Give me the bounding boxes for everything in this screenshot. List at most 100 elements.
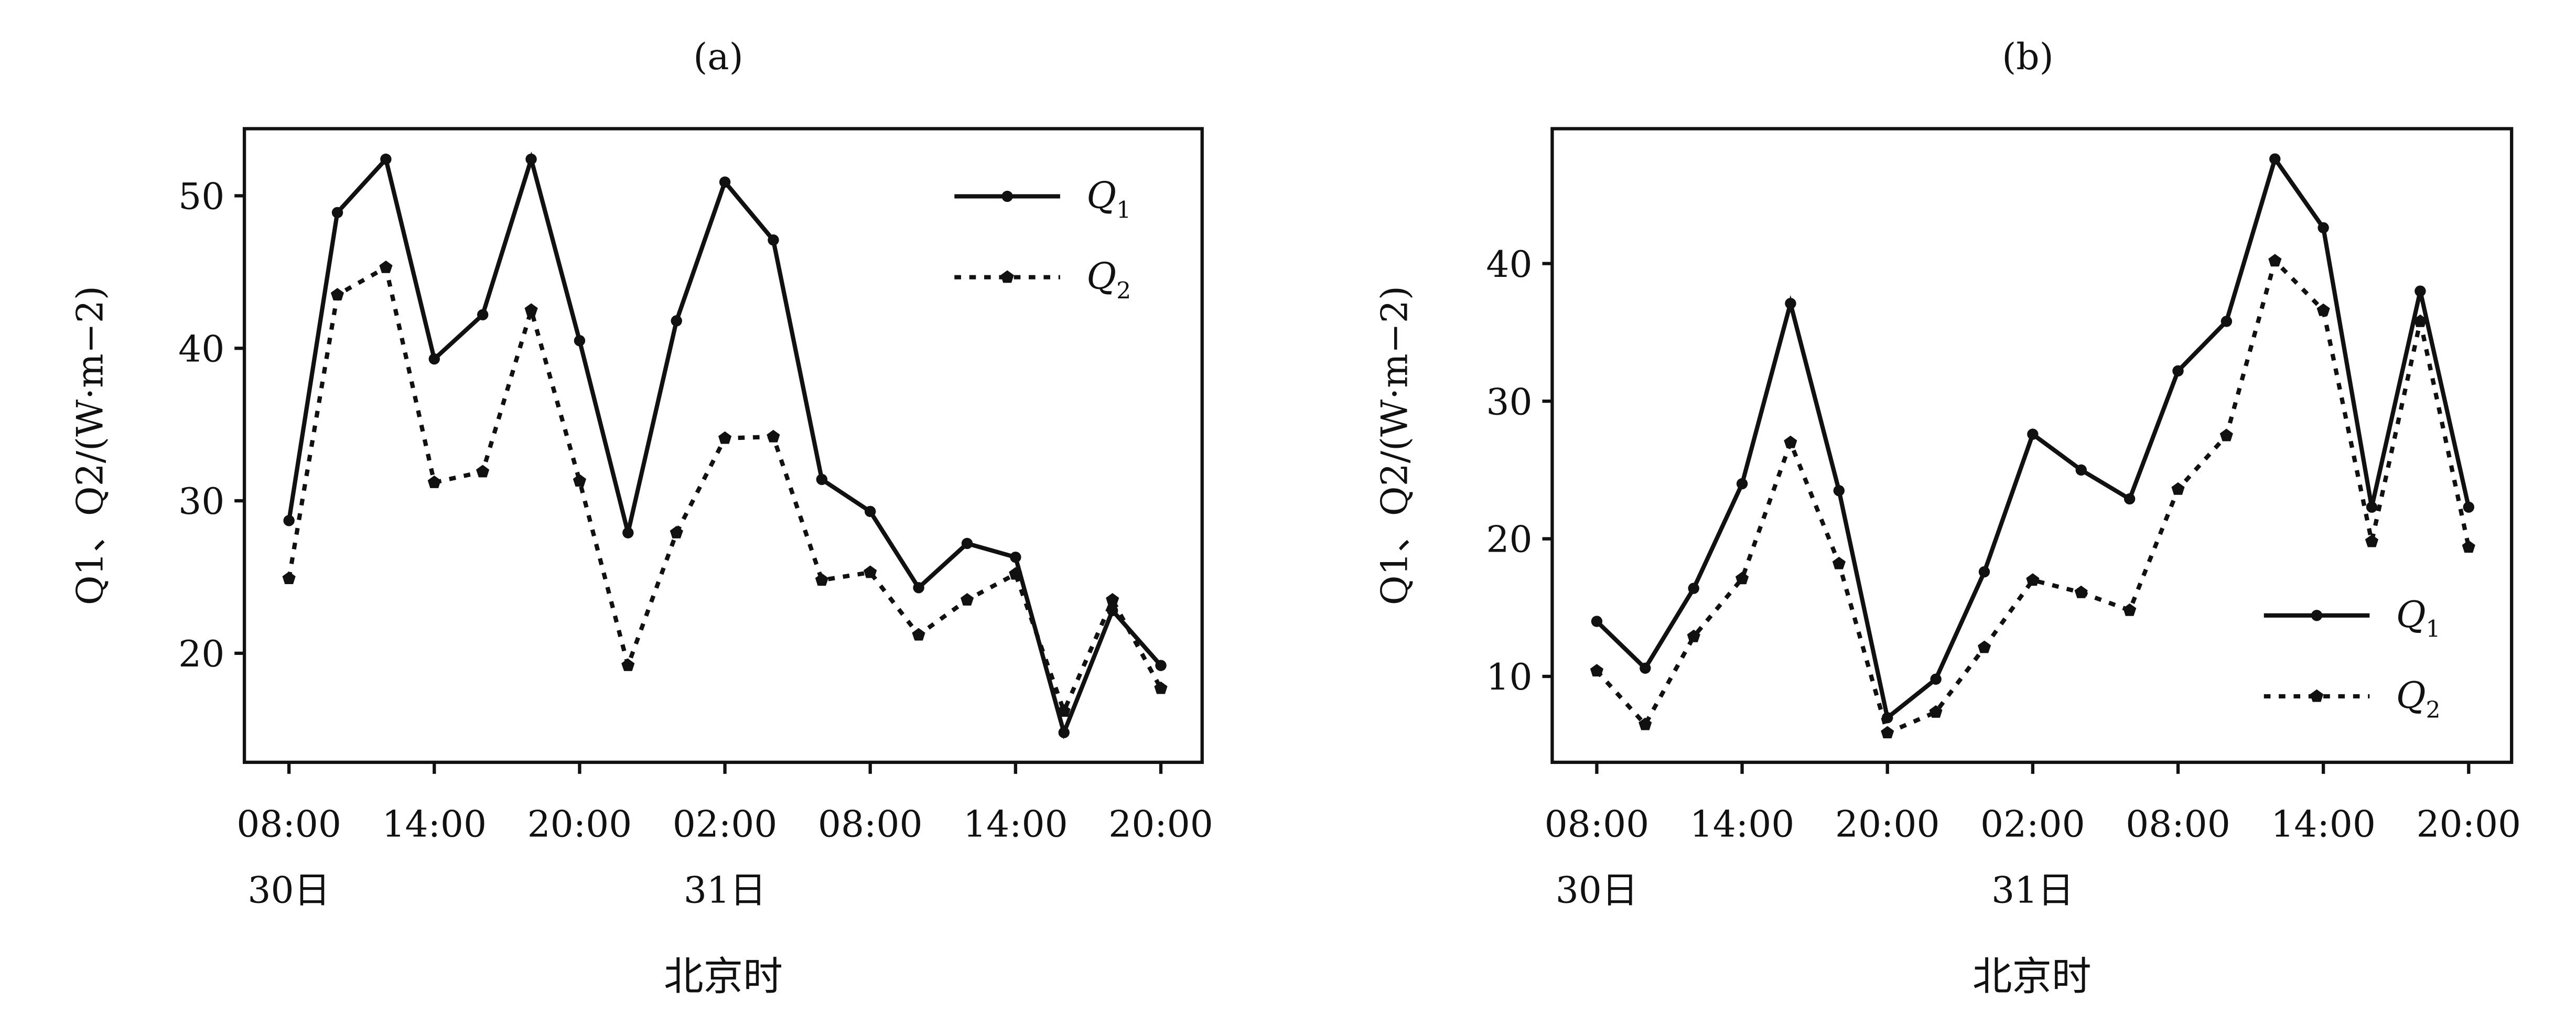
data-point-q1: [1785, 298, 1796, 309]
data-point-q2: [1832, 556, 1846, 569]
plot-frame: [242, 127, 1204, 764]
data-point-q1: [1058, 727, 1070, 738]
data-point-q1: [1833, 485, 1845, 497]
data-point-q1: [865, 505, 876, 518]
data-point-q2: [2026, 573, 2040, 586]
legend-label-sub: 2: [1116, 278, 1131, 305]
data-point-q2: [1639, 717, 1652, 730]
data-point-q2: [815, 573, 829, 586]
data-point-q2: [2365, 534, 2379, 547]
data-point-q2: [864, 565, 877, 578]
data-point-q2: [573, 474, 587, 487]
x-tick-label: 14:00: [382, 803, 487, 845]
x-tick-label: 14:00: [963, 803, 1068, 845]
data-point-q1: [525, 153, 537, 165]
chart-title: (b): [2002, 36, 2053, 78]
series-line-q1: [287, 151, 1163, 740]
x-axis-label: 北京时: [664, 953, 783, 999]
data-point-q2: [1784, 435, 1797, 448]
data-point-q1: [331, 207, 343, 219]
x-tick-label: 08:00: [1545, 803, 1650, 845]
legend-label-sub: 1: [2426, 616, 2441, 643]
data-point-q1: [816, 473, 828, 486]
data-point-q1: [2124, 493, 2136, 505]
data-point-q2: [1687, 629, 1700, 642]
x-tick-label: 20:00: [2416, 803, 2521, 845]
data-point-q2: [2462, 540, 2475, 553]
data-point-q2: [1590, 664, 1604, 677]
x-tick-label: 02:00: [673, 803, 778, 845]
data-point-q1: [1688, 583, 1699, 594]
data-point-q1: [283, 515, 295, 526]
data-point-q1: [1930, 673, 1942, 685]
data-point-q2: [670, 525, 683, 539]
legend-label-sub: 1: [1116, 197, 1131, 223]
data-point-q1: [1010, 551, 1021, 563]
y-tick-label: 40: [1486, 244, 1532, 286]
data-point-q2: [2171, 482, 2185, 495]
x-date-label: 31日: [684, 869, 766, 911]
y-tick-label: 30: [1486, 381, 1532, 423]
data-point-q1: [2172, 365, 2184, 377]
data-point-q2: [767, 429, 780, 443]
data-point-q2: [621, 658, 635, 671]
legend-label-q1: Q1: [1086, 175, 1131, 224]
legend-label-q2: Q2: [1086, 256, 1131, 305]
legend-label-main: Q: [1086, 175, 1116, 217]
data-point-q2: [330, 288, 344, 301]
data-point-q2: [718, 431, 732, 444]
x-tick-label: 08:00: [236, 803, 341, 845]
plot-frame: [1550, 127, 2514, 764]
series-line-q2: [287, 264, 1163, 717]
legend-marker: [1001, 190, 1013, 202]
legend-label-main: Q: [2396, 675, 2426, 717]
data-point-q2: [1057, 704, 1071, 717]
data-point-q2: [476, 465, 490, 478]
chart-title: (a): [693, 36, 743, 78]
data-point-q1: [961, 537, 973, 550]
x-tick-label: 08:00: [2126, 803, 2230, 845]
data-point-q2: [1929, 705, 1943, 718]
data-point-q1: [2415, 285, 2426, 297]
data-point-q1: [1978, 566, 1990, 578]
legend-marker: [1000, 270, 1014, 283]
data-point-q2: [282, 572, 296, 584]
data-point-q1: [428, 353, 440, 365]
data-point-q1: [768, 234, 779, 246]
x-tick-label: 08:00: [818, 803, 923, 845]
data-point-q1: [622, 527, 634, 539]
y-tick-label: 10: [1486, 656, 1532, 698]
y-tick-label: 30: [178, 481, 224, 523]
data-point-q2: [379, 260, 393, 273]
series-line-q2: [1595, 256, 2471, 736]
data-point-q1: [1155, 660, 1167, 671]
data-point-q2: [1735, 572, 1749, 585]
data-point-q2: [1009, 567, 1022, 580]
data-point-q2: [2074, 585, 2088, 598]
data-point-q1: [719, 176, 731, 188]
data-point-q2: [2268, 254, 2282, 267]
x-date-label: 30日: [1556, 869, 1638, 911]
data-point-q1: [2463, 501, 2474, 513]
data-point-q1: [2269, 153, 2281, 165]
data-point-q2: [2123, 603, 2137, 616]
legend-label-q1: Q1: [2396, 594, 2441, 643]
y-tick-label: 50: [178, 176, 224, 218]
legend-label-main: Q: [1086, 256, 1116, 298]
x-tick-label: 02:00: [1980, 803, 2085, 845]
x-axis-label: 北京时: [1973, 953, 2092, 999]
data-point-q1: [2318, 222, 2329, 234]
x-date-label: 31日: [1991, 869, 2074, 911]
x-tick-label: 14:00: [1690, 803, 1795, 845]
data-point-q1: [2075, 464, 2087, 476]
data-point-q2: [1977, 640, 1991, 653]
x-tick-label: 20:00: [1835, 803, 1940, 845]
data-point-q2: [524, 303, 538, 316]
x-date-label: 30日: [247, 869, 330, 911]
data-point-q1: [2221, 316, 2233, 327]
data-point-q1: [477, 309, 489, 320]
data-point-q1: [1736, 478, 1748, 490]
data-point-q2: [1881, 726, 1894, 739]
legend-marker: [2311, 610, 2323, 621]
